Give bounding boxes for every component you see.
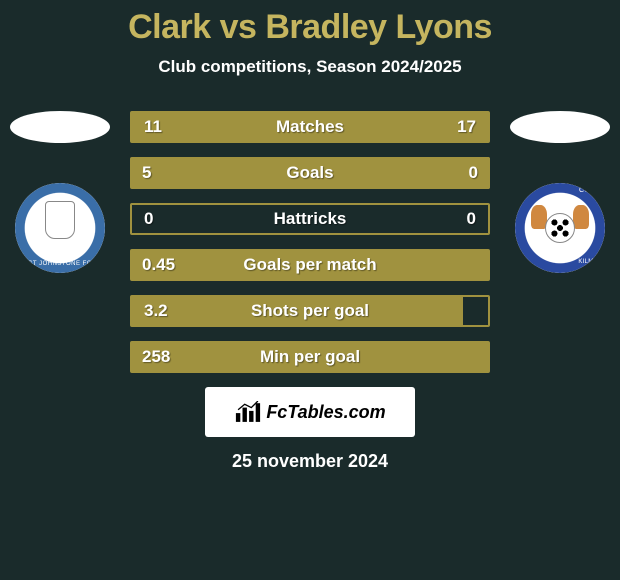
- footer-date: 25 november 2024: [0, 451, 620, 472]
- stat-label: Hattricks: [132, 209, 488, 229]
- page-subtitle: Club competitions, Season 2024/2025: [0, 57, 620, 77]
- left-player-column: [10, 111, 110, 273]
- stat-row: 00Hattricks: [130, 203, 490, 235]
- stat-row: 3.2Shots per goal: [130, 295, 490, 327]
- stat-label: Matches: [132, 117, 488, 137]
- stat-label: Goals: [130, 163, 490, 183]
- chart-bars-icon: [234, 401, 262, 423]
- comparison-content: 1117Matches 50Goals 00Hattricks 0.45Goals p…: [0, 111, 620, 373]
- stat-row: 0.45Goals per match: [130, 249, 490, 281]
- stat-row: 1117Matches: [130, 111, 490, 143]
- right-club-crest: [515, 183, 605, 273]
- stat-label: Min per goal: [130, 347, 490, 367]
- page-title: Clark vs Bradley Lyons: [0, 8, 620, 47]
- site-name: FcTables.com: [266, 402, 385, 423]
- stat-label: Shots per goal: [132, 301, 488, 321]
- left-club-crest: [15, 183, 105, 273]
- stat-label: Goals per match: [130, 255, 490, 275]
- player-photo-placeholder-right: [510, 111, 610, 143]
- stat-row: 50Goals: [130, 157, 490, 189]
- site-badge[interactable]: FcTables.com: [205, 387, 415, 437]
- right-player-column: [510, 111, 610, 273]
- stats-bars: 1117Matches 50Goals 00Hattricks 0.45Goals p…: [130, 111, 490, 373]
- player-photo-placeholder-left: [10, 111, 110, 143]
- stat-row: 258Min per goal: [130, 341, 490, 373]
